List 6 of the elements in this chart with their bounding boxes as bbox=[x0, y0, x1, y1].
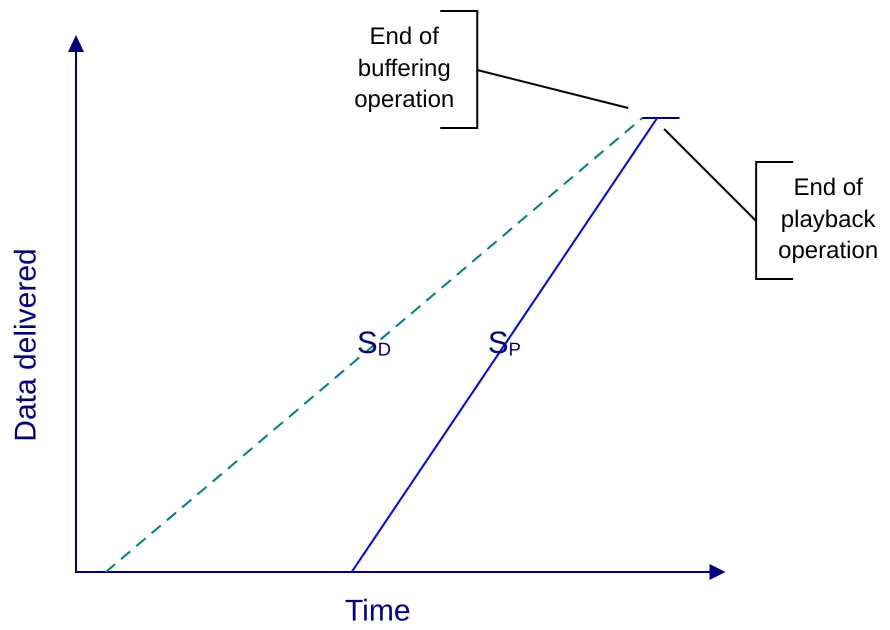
series-label: S$_{P}$ bbox=[488, 324, 521, 360]
text: End of buffering operation bbox=[353, 22, 456, 115]
y-axis-title: Data delivered bbox=[9, 248, 42, 442]
x-axis-title: Time bbox=[344, 594, 411, 628]
series-label: S$_{D}$ bbox=[356, 324, 392, 360]
text: End of playback operation bbox=[777, 173, 880, 266]
